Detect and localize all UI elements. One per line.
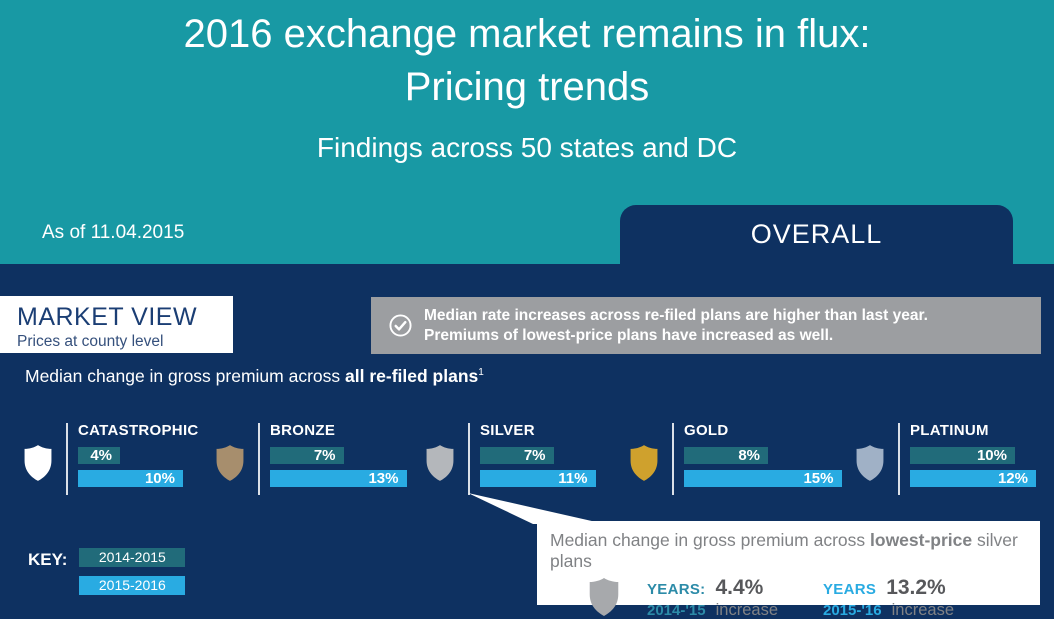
increase-caption-2: increase	[891, 601, 954, 619]
callout-intro-regular: Median change in gross premium across	[550, 530, 871, 550]
plan-content: SILVER 7% 11%	[480, 423, 596, 495]
key-swatches: 2014-2015 2015-2016	[79, 548, 186, 604]
plan-label: SILVER	[480, 422, 535, 439]
bar-2014-2015: 7%	[270, 447, 344, 464]
header-band: 2016 exchange market remains in flux: Pr…	[0, 0, 1054, 264]
page-title-line2: Pricing trends	[404, 65, 650, 109]
as-of-date: As of 11.04.2015	[42, 222, 185, 243]
market-view-box: MARKET VIEW Prices at county level	[0, 296, 233, 353]
bar-2015-2016: 13%	[270, 470, 407, 487]
plan-divider	[672, 423, 674, 495]
check-circle-icon	[389, 314, 412, 337]
tab-overall[interactable]: OVERALL	[620, 205, 1013, 264]
bar-2015-2016-value: 12%	[997, 470, 1028, 487]
bar-2015-2016-value: 13%	[368, 470, 399, 487]
plan-group: PLATINUM 10% 12%	[854, 423, 1036, 495]
years-label-2: YEARS	[823, 581, 877, 598]
plan-label: GOLD	[684, 422, 729, 439]
increase-value-2015-16: 13.2%	[886, 576, 946, 599]
market-view-subtitle: Prices at county level	[17, 333, 164, 350]
shield-gold-icon	[628, 423, 662, 495]
key-label: KEY:	[28, 550, 68, 569]
bar-2015-2016-value: 10%	[144, 470, 175, 487]
plan-content: PLATINUM 10% 12%	[910, 423, 1036, 495]
shield-silver-icon	[424, 423, 458, 495]
chart-key: KEY: 2014-2015 2015-2016	[28, 548, 186, 604]
bar-2014-2015-value: 4%	[90, 447, 112, 464]
market-view-title: MARKET VIEW	[17, 303, 198, 331]
plan-content: GOLD 8% 15%	[684, 423, 842, 495]
bar-2015-2016: 12%	[910, 470, 1036, 487]
bar-2014-2015: 8%	[684, 447, 768, 464]
callout-intro-suffix: silver plans	[550, 530, 1018, 571]
plan-divider	[898, 423, 900, 495]
key-swatch-2015-2016: 2015-2016	[79, 576, 186, 595]
plan-group: CATASTROPHIC 4% 10%	[22, 423, 199, 495]
bar-2014-2015-value: 8%	[738, 447, 760, 464]
callout-stats-row: YEARS: 4.4% 2014-'15 increase YEARS 13.2…	[550, 576, 1040, 620]
bar-2015-2016-value: 15%	[803, 470, 834, 487]
callout-intro: Median change in gross premium across lo…	[550, 530, 1040, 572]
plan-content: BRONZE 7% 13%	[270, 423, 407, 495]
bar-2015-2016: 10%	[78, 470, 183, 487]
shield-platinum-icon	[854, 423, 888, 495]
insight-banner-text: Median rate increases across re-filed pl…	[424, 306, 928, 346]
callout-col-2015-16: YEARS 13.2% 2015-'16 increase	[823, 576, 973, 620]
plan-label: PLATINUM	[910, 422, 989, 439]
shield-white-icon	[22, 423, 56, 495]
years-range-2015-16: 2015-'16	[823, 602, 882, 619]
bar-2014-2015-value: 10%	[976, 447, 1007, 464]
insight-banner-line1: Median rate increases across re-filed pl…	[424, 306, 928, 324]
increase-caption-1: increase	[715, 601, 778, 619]
bar-2015-2016: 11%	[480, 470, 596, 487]
bar-2014-2015: 4%	[78, 447, 120, 464]
shield-gray-icon	[589, 577, 619, 617]
footnote-marker: 1	[478, 367, 484, 379]
increase-value-2014-15: 4.4%	[715, 576, 764, 599]
key-swatch-2014-2015: 2014-2015	[79, 548, 186, 567]
plan-group: GOLD 8% 15%	[628, 423, 842, 495]
callout-intro-bold: lowest-price	[870, 530, 973, 550]
years-range-2014-15: 2014-'15	[647, 602, 706, 619]
section-intro-regular: Median change in gross premium across	[25, 366, 346, 386]
callout-col-2014-15: YEARS: 4.4% 2014-'15 increase	[647, 576, 797, 620]
plan-group: BRONZE 7% 13%	[214, 423, 407, 495]
bar-2014-2015: 10%	[910, 447, 1015, 464]
plans-bar-chart: CATASTROPHIC 4% 10% BRONZE 7% 13% SILV	[0, 423, 1054, 497]
bar-2014-2015: 7%	[480, 447, 554, 464]
plan-group: SILVER 7% 11%	[424, 423, 596, 495]
section-intro-bold: all re-filed plans	[345, 366, 479, 386]
lowest-price-callout: Median change in gross premium across lo…	[537, 521, 1040, 619]
bar-2015-2016-value: 11%	[558, 470, 588, 487]
plan-label: BRONZE	[270, 422, 336, 439]
insight-banner: Median rate increases across re-filed pl…	[371, 297, 1041, 354]
shield-bronze-icon	[214, 423, 248, 495]
page-subtitle: Findings across 50 states and DC	[316, 132, 738, 163]
page-title-line1: 2016 exchange market remains in flux:	[183, 12, 871, 56]
insight-banner-line2: Premiums of lowest-price plans have incr…	[424, 326, 834, 344]
bar-2014-2015-value: 7%	[523, 447, 546, 464]
bar-2014-2015-value: 7%	[313, 447, 336, 464]
plan-divider	[66, 423, 68, 495]
plan-divider	[258, 423, 260, 495]
plan-label: CATASTROPHIC	[78, 422, 199, 439]
bar-2015-2016: 15%	[684, 470, 842, 487]
plan-content: CATASTROPHIC 4% 10%	[78, 423, 199, 495]
years-label-1: YEARS:	[647, 581, 706, 598]
tab-overall-label: OVERALL	[750, 219, 883, 249]
section-intro: Median change in gross premium across al…	[25, 366, 484, 387]
plan-divider	[468, 423, 470, 495]
callout-pointer-arrow	[468, 493, 605, 524]
